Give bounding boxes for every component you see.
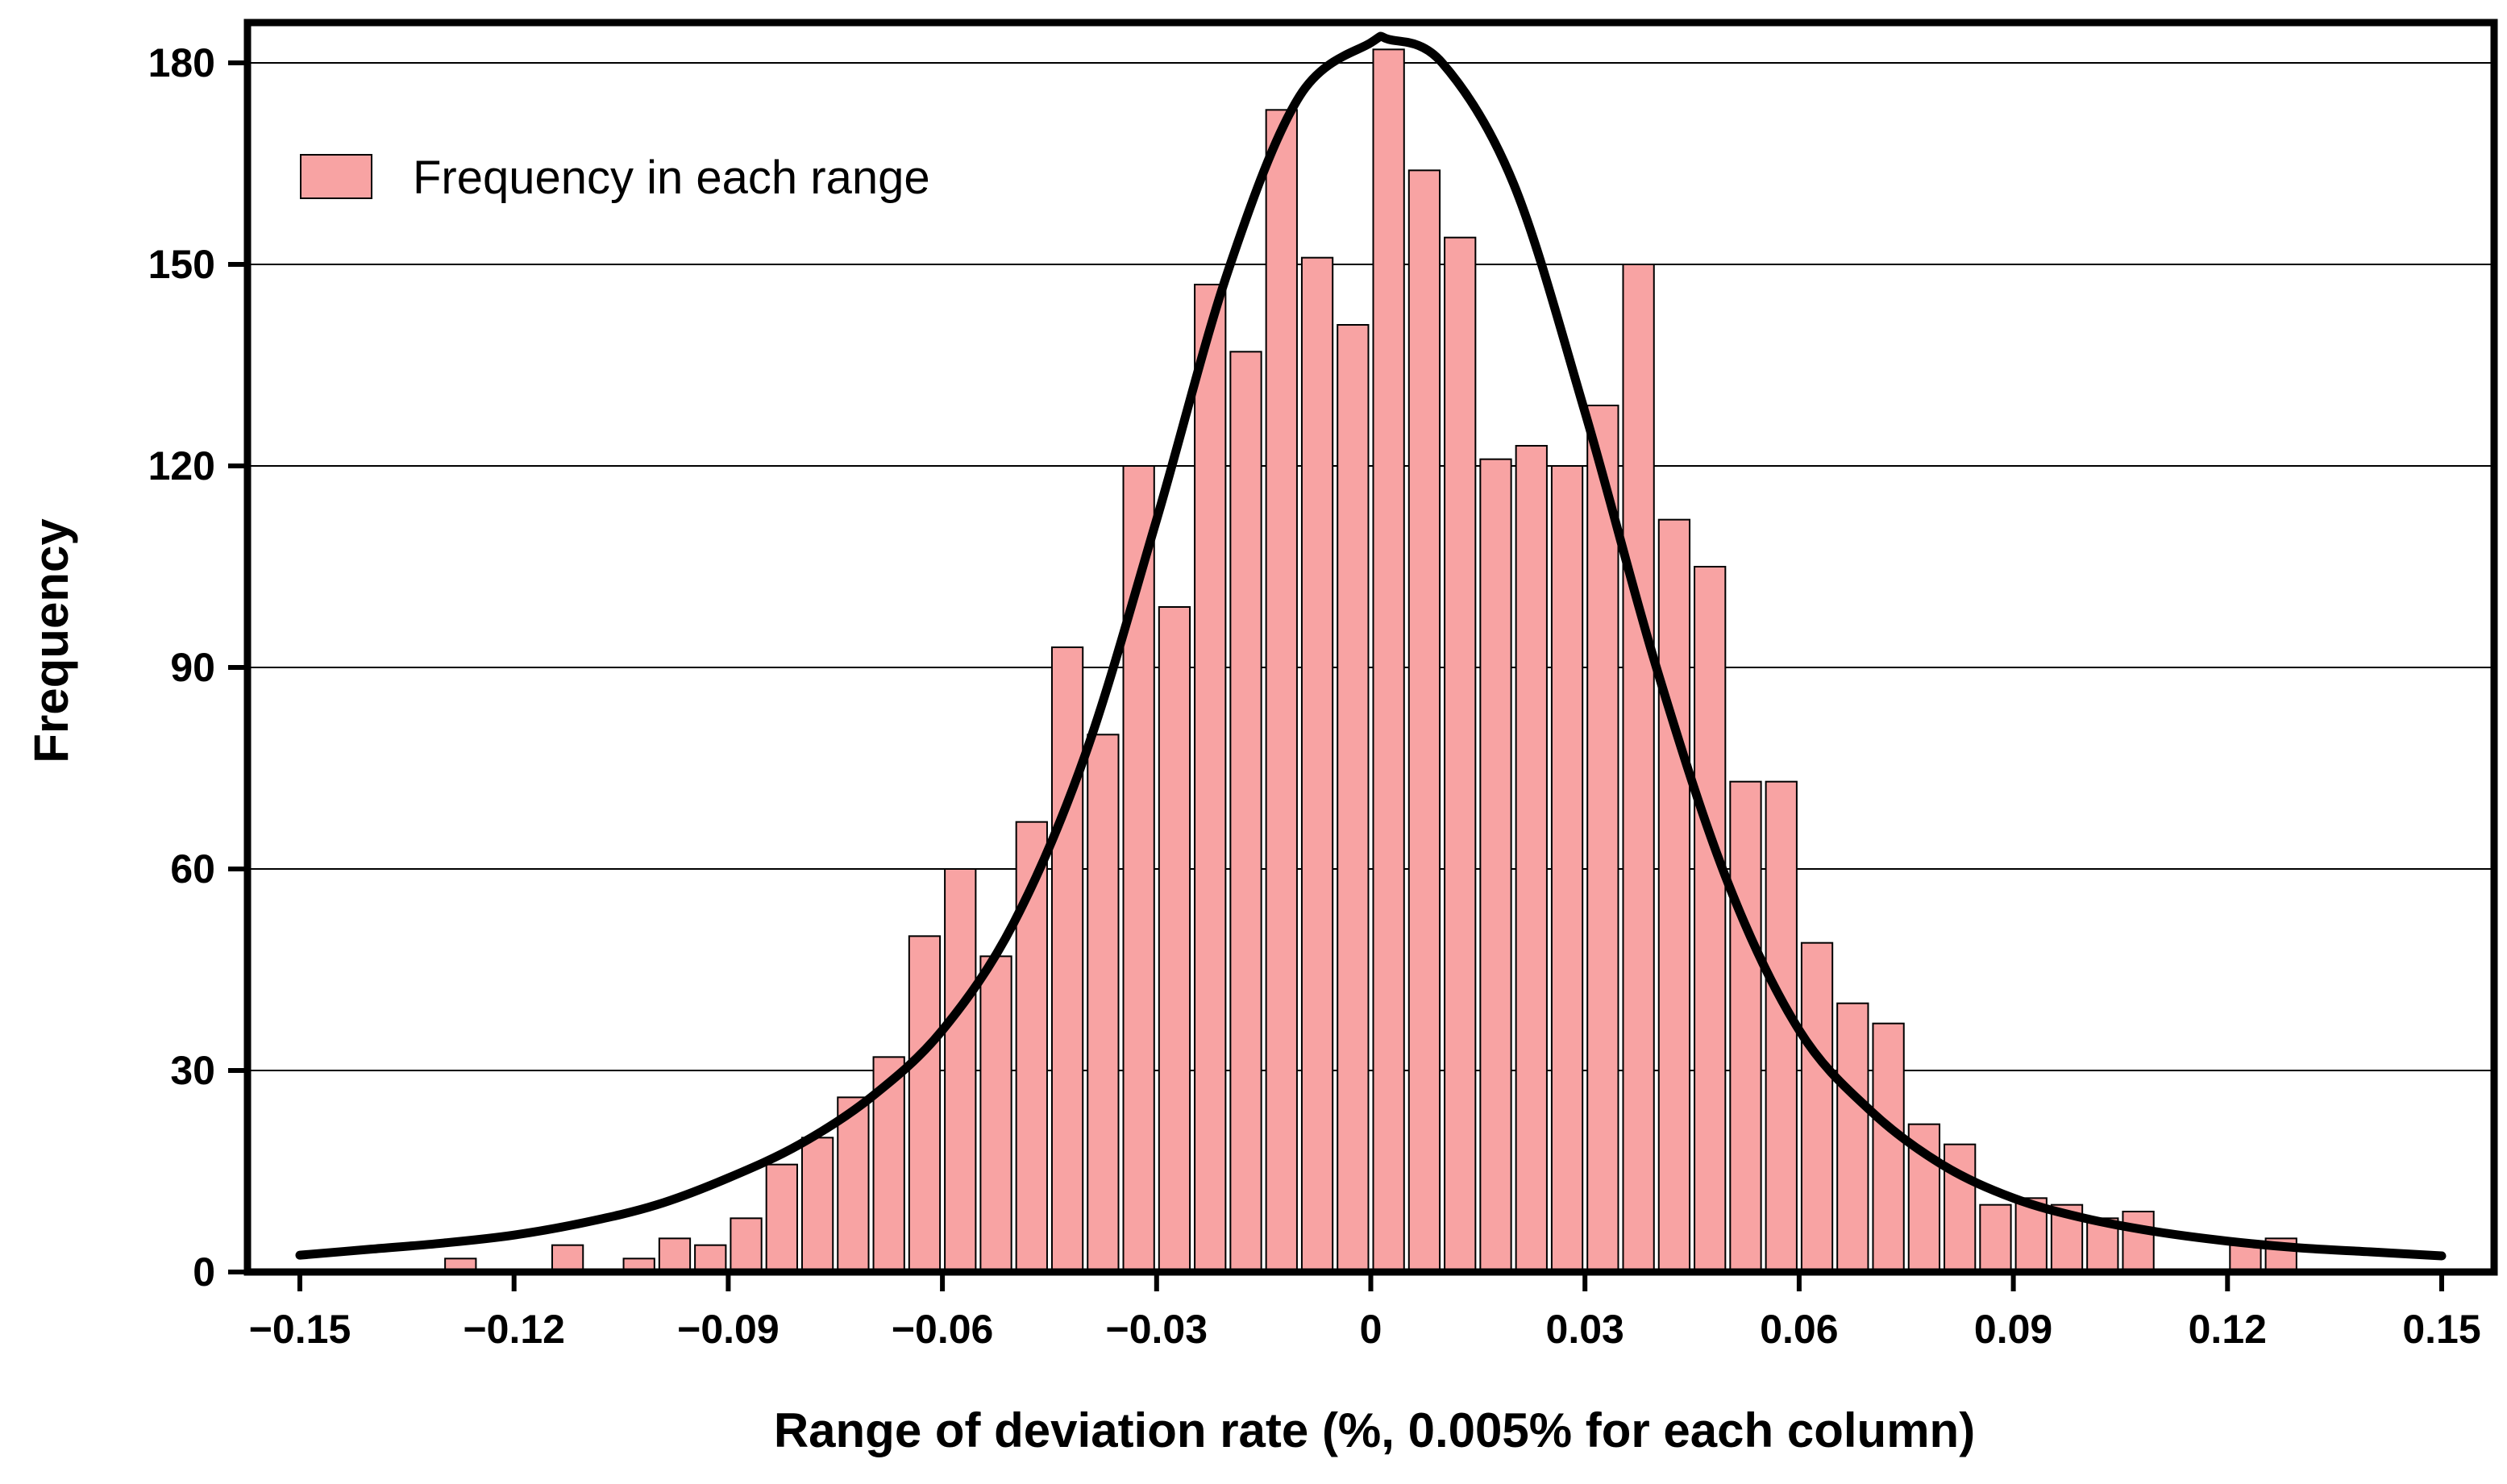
x-tick-label: −0.03 [1106,1307,1208,1352]
x-tick-label: 0 [1360,1307,1382,1352]
y-tick-label: 180 [148,40,215,85]
x-axis-title: Range of deviation rate (%, 0.005% for e… [774,1403,1975,1457]
bar [1550,465,1584,1273]
bar [1515,445,1548,1273]
bar [979,955,1012,1274]
y-tick-label: 0 [193,1249,215,1295]
bar [1050,646,1084,1273]
bar [1300,256,1334,1274]
bars [444,48,2297,1274]
bar [944,868,977,1273]
fitted-curve-layer [295,31,2447,1261]
bar [1407,169,1441,1273]
fitted-curve [295,31,2447,1261]
plot-frame [243,19,2498,1276]
x-tick-label: −0.06 [892,1307,994,1352]
bar [694,1244,727,1273]
legend-swatch [300,154,372,199]
x-tick-label: 0.09 [1974,1307,2052,1352]
ticks: 0 30 60 90 120 150 180 −0.15 −0.12 −0.09 −0.06 −0.0… [148,40,2481,1352]
bar [1194,284,1227,1273]
bar [1586,405,1619,1273]
bar [837,1096,870,1274]
bar [1800,942,1834,1273]
bar [730,1217,763,1274]
bar [1015,821,1048,1273]
bar [1229,351,1262,1273]
bar [1087,734,1120,1273]
bar [658,1237,692,1274]
bar [1479,458,1512,1273]
bar [1979,1203,2012,1273]
bar [1337,324,1370,1273]
y-axis-title: Frequency [24,518,78,763]
bar [2122,1211,2155,1273]
bar [908,935,942,1274]
bar [1622,264,1655,1273]
plot-border [243,19,2498,1276]
x-tick-label: 0.12 [2189,1307,2267,1352]
y-tick-label: 60 [170,846,215,892]
bar [1657,518,1691,1273]
x-tick-label: 0.06 [1760,1307,1838,1352]
bar [1158,606,1191,1273]
bar [1765,780,1798,1273]
bar [765,1163,798,1273]
y-tick-label: 150 [148,242,215,287]
bar [800,1137,834,1274]
bar [1836,1002,1869,1273]
legend: Frequency in each range [300,152,930,204]
bar [1694,566,1727,1273]
legend-label: Frequency in each range [413,152,930,204]
bar [1372,48,1405,1273]
x-tick-label: 0.03 [1546,1307,1624,1352]
gridlines [247,62,2494,1071]
bar [1729,780,1762,1273]
x-tick-label: −0.12 [463,1307,565,1352]
bar [1872,1022,1905,1273]
bar [1944,1143,1977,1273]
x-tick-label: −0.09 [677,1307,780,1352]
bar [2229,1244,2262,1273]
y-tick-label: 30 [170,1048,215,1093]
x-tick-label: 0.15 [2402,1307,2480,1352]
y-tick-label: 120 [148,443,215,488]
bar [1265,109,1298,1273]
x-tick-label: −0.15 [249,1307,351,1352]
bar [551,1244,584,1273]
bar [1444,236,1477,1274]
y-tick-label: 90 [170,645,215,690]
